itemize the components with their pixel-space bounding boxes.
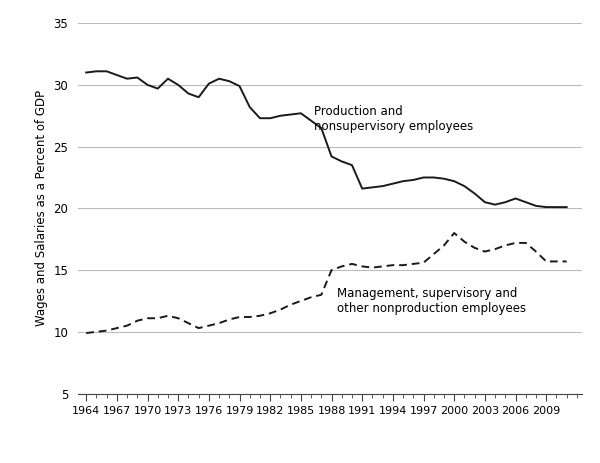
Y-axis label: Wages and Salaries as a Percent of GDP: Wages and Salaries as a Percent of GDP [35,90,48,326]
Text: Management, supervisory and
other nonproduction employees: Management, supervisory and other nonpro… [337,287,526,315]
Text: Production and
nonsupervisory employees: Production and nonsupervisory employees [314,106,473,133]
